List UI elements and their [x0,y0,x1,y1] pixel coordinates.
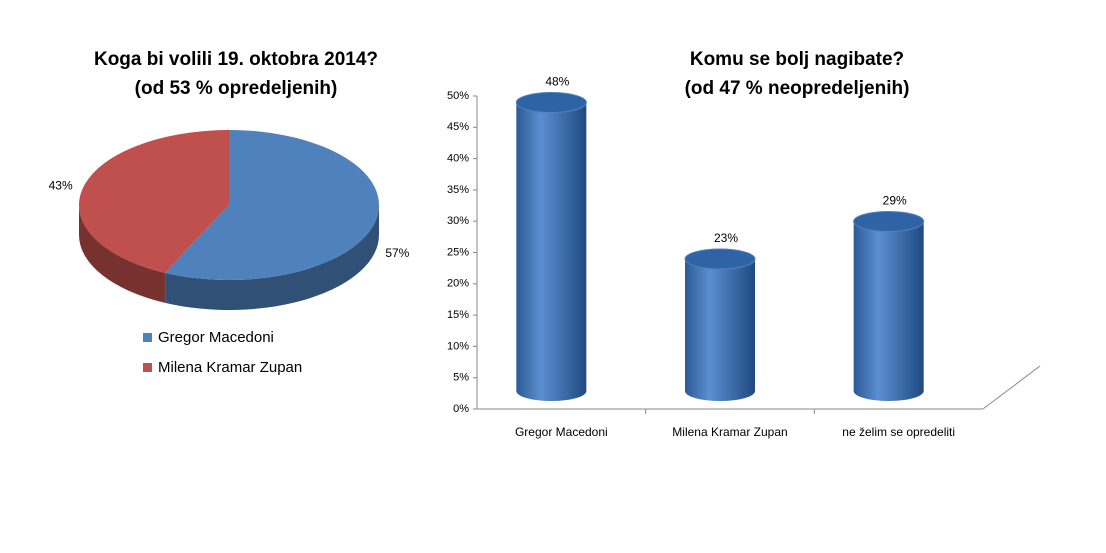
cylinder-body [853,221,924,391]
legend-swatch [143,333,152,342]
bar-label: 23% [714,231,738,245]
y-tick-label: 25% [447,246,469,258]
y-tick-label: 35% [447,184,469,196]
y-tick-label: 5% [453,372,469,384]
pie-slice [79,130,230,273]
bar-label: 48% [545,75,569,89]
pie-label: 43% [49,178,73,192]
y-tick-label: 45% [447,121,469,133]
x-tick-label: ne želim se opredeliti [842,425,955,439]
y-tick-label: 15% [447,309,469,321]
pie-side [79,205,166,303]
cylinder-top [853,210,925,232]
y-tick-label: 40% [447,153,469,165]
x-tick-label: Gregor Macedoni [515,425,608,439]
legend-label: Gregor Macedoni [158,329,274,346]
x-tick-label: Milena Kramar Zupan [672,425,787,439]
cylinder-top [515,92,587,114]
pie-label: 57% [385,246,409,260]
bar-subtitle: (od 47 % neopredeljenih) [685,78,910,99]
pie-title: Koga bi volili 19. oktobra 2014? [94,49,378,70]
cylinder-bottom [853,381,924,401]
y-tick-label: 30% [447,215,469,227]
bar-label: 29% [883,194,907,208]
y-tick-label: 10% [447,340,469,352]
cylinder-bottom [516,381,587,401]
y-tick-label: 0% [453,403,469,415]
bar-title: Komu se bolj nagibate? [690,49,904,70]
y-tick-label: 50% [447,90,469,102]
cylinder-body [516,102,587,392]
pie-slice [165,130,380,280]
legend-swatch [143,363,152,372]
pie-subtitle: (od 53 % opredeljenih) [135,78,338,99]
y-tick-label: 20% [447,278,469,290]
pie-side [165,205,379,310]
cylinder-body [685,259,755,391]
floor-edge [982,365,1041,410]
cylinder-bottom [685,381,755,401]
cylinder-top [684,248,756,270]
legend-label: Milena Kramar Zupan [158,359,302,376]
